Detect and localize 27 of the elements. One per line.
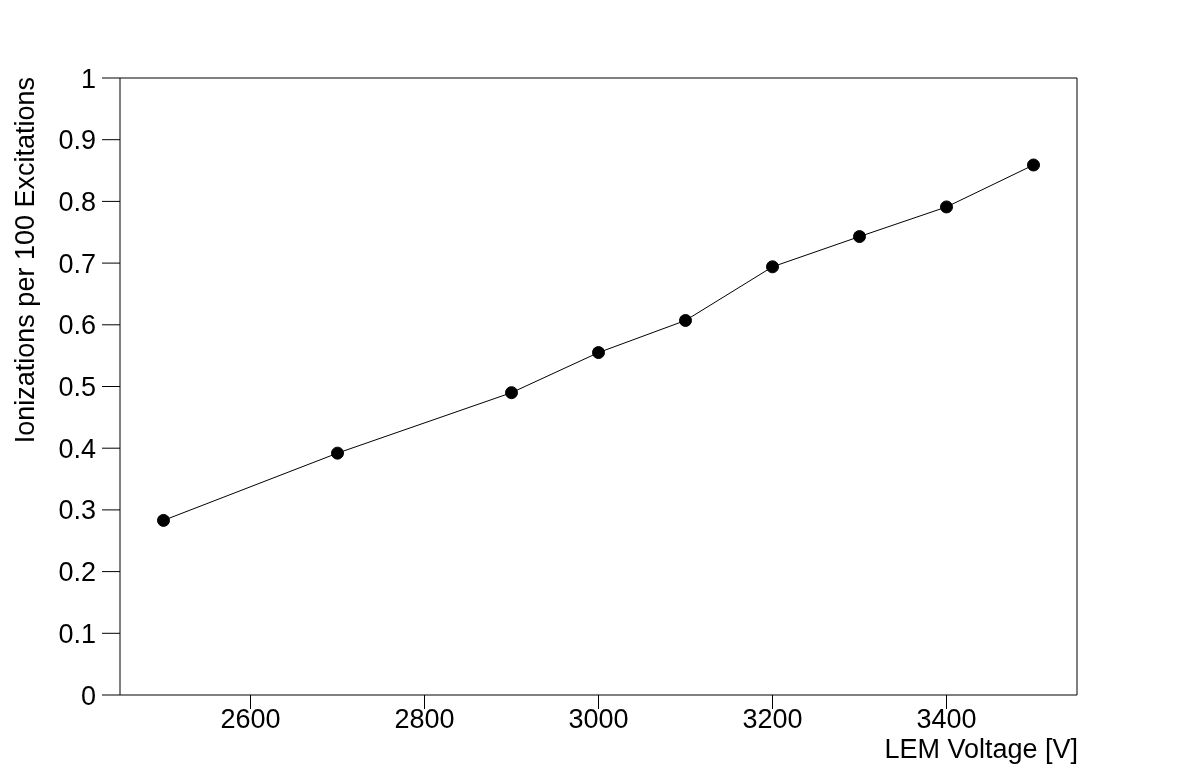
point <box>1027 158 1040 172</box>
x-tick-label: 3200 <box>742 704 803 735</box>
point <box>679 313 692 327</box>
point <box>592 346 605 360</box>
point <box>853 230 866 244</box>
y-tick-label: 0.1 <box>58 618 96 649</box>
x-tick-label: 3000 <box>568 704 629 735</box>
x-axis-title: LEM Voltage [V] <box>884 734 1078 765</box>
point <box>331 446 344 460</box>
y-tick-label: 0.8 <box>58 186 96 217</box>
point <box>157 513 170 527</box>
point <box>505 386 518 400</box>
y-tick-label: 0.5 <box>58 372 96 403</box>
point <box>766 260 779 274</box>
y-tick-label: 0.9 <box>58 125 96 156</box>
y-tick-label: 0 <box>80 680 96 711</box>
x-tick-label: 2800 <box>394 704 455 735</box>
y-tick-label: 0.3 <box>58 495 96 526</box>
y-tick-label: 0.6 <box>58 310 96 341</box>
y-tick-label: 1 <box>80 63 96 94</box>
y-tick-label: 0.2 <box>58 557 96 588</box>
y-tick-label: 0.7 <box>58 248 96 279</box>
y-tick-label: 0.4 <box>58 433 96 464</box>
point <box>940 200 953 214</box>
x-tick-label: 3400 <box>916 704 977 735</box>
y-axis-title: Ionizations per 100 Excitations <box>9 77 41 444</box>
x-tick-label: 2600 <box>220 704 281 735</box>
